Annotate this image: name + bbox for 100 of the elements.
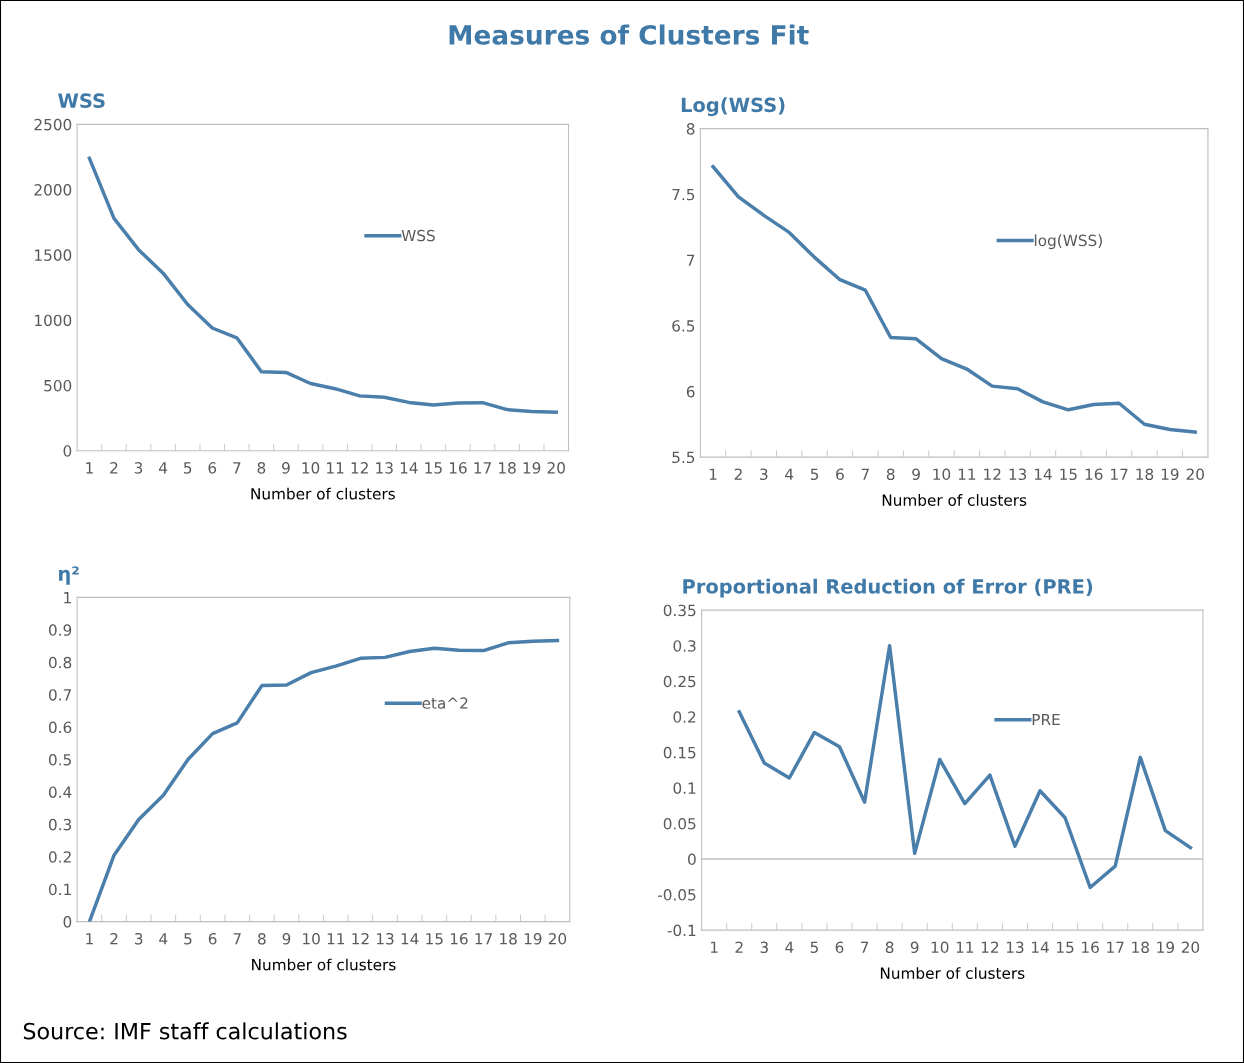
x-tick-label: 5 <box>810 468 819 481</box>
x-tick-label: 3 <box>135 933 143 945</box>
chart-title: Log(WSS) <box>681 97 785 117</box>
x-tick-label: 17 <box>1111 468 1128 480</box>
x-tick-label: 12 <box>351 462 368 474</box>
y-tick-label: -0.1 <box>667 924 696 937</box>
y-tick-label: 0.6 <box>48 721 72 734</box>
x-tick-label: 13 <box>376 462 393 474</box>
x-tick-label: 7 <box>861 468 869 480</box>
x-tick-label: 1 <box>710 941 718 953</box>
legend-label: log(WSS) <box>1034 234 1102 250</box>
y-tick-label: 0 <box>63 916 72 928</box>
y-tick-label: 5.5 <box>672 451 695 464</box>
legend-label: eta^2 <box>422 697 468 709</box>
x-tick-label: 14 <box>1031 941 1049 953</box>
y-tick-label: 0 <box>688 853 696 866</box>
x-tick-label: 7 <box>860 941 869 953</box>
x-tick-label: 18 <box>499 462 516 474</box>
x-tick-label: 1 <box>86 462 93 474</box>
x-axis-title: Number of clusters <box>882 494 1027 506</box>
x-tick-label: 5 <box>810 941 818 954</box>
x-tick-label: 11 <box>958 468 976 480</box>
x-axis-title: Number of clusters <box>880 967 1025 979</box>
x-tick-label: 11 <box>327 933 345 945</box>
y-tick-label: 500 <box>44 379 72 392</box>
line-series <box>737 643 1193 890</box>
x-tick-label: 17 <box>1107 941 1124 953</box>
x-tick-label: 19 <box>1161 468 1179 481</box>
x-tick-label: 16 <box>450 933 468 945</box>
line-series <box>87 156 558 414</box>
y-tick-label: 8 <box>686 123 695 135</box>
x-tick-label: 13 <box>1006 941 1024 954</box>
x-tick-label: 11 <box>327 462 344 474</box>
x-tick-label: 7 <box>233 933 241 945</box>
x-tick-label: 16 <box>1082 941 1099 954</box>
y-tick-label: 0 <box>63 445 72 457</box>
y-tick-label: 2500 <box>34 118 72 131</box>
x-tick-label: 14 <box>401 933 419 945</box>
x-tick-label: 6 <box>836 468 844 481</box>
x-tick-label: 8 <box>257 462 266 474</box>
x-tick-label: 1 <box>709 468 717 480</box>
text: Measures of Clusters Fit <box>449 24 809 45</box>
y-tick-label: 0.2 <box>48 851 71 863</box>
x-tick-label: 6 <box>835 941 844 954</box>
x-tick-label: 2 <box>110 933 118 945</box>
x-tick-label: 17 <box>475 933 492 945</box>
x-tick-label: 12 <box>352 933 369 945</box>
x-tick-label: 7 <box>233 462 241 474</box>
x-tick-label: 8 <box>258 933 266 945</box>
x-tick-label: 17 <box>474 462 491 474</box>
x-tick-label: 14 <box>1034 468 1052 480</box>
x-tick-label: 12 <box>984 468 1001 480</box>
x-tick-label: 4 <box>159 933 168 945</box>
y-tick-label: 0.3 <box>673 640 696 652</box>
y-tick-label: 1000 <box>35 314 72 327</box>
y-tick-label: 0.1 <box>673 782 696 794</box>
x-tick-label: 15 <box>425 462 442 474</box>
y-tick-label: 0.15 <box>663 746 696 759</box>
x-tick-label: 10 <box>933 468 951 481</box>
legend-label: PRE <box>1032 713 1060 726</box>
x-tick-label: 9 <box>912 468 920 481</box>
x-tick-label: 14 <box>400 462 418 474</box>
y-tick-label: 7.5 <box>672 188 695 201</box>
x-tick-label: 9 <box>910 941 919 954</box>
x-tick-label: 6 <box>208 933 217 945</box>
x-tick-label: 13 <box>1009 468 1027 481</box>
y-tick-label: 0.4 <box>48 786 72 798</box>
y-tick-label: 6 <box>686 385 695 398</box>
y-tick-label: 0.1 <box>48 883 71 896</box>
x-tick-label: 15 <box>1057 941 1074 954</box>
x-tick-label: 15 <box>426 933 443 945</box>
y-tick-label: 1500 <box>35 249 72 261</box>
legend-label: WSS <box>401 229 435 242</box>
line-series <box>87 638 560 922</box>
x-tick-label: 8 <box>886 468 895 481</box>
chart-title: Proportional Reduction of Error (PRE) <box>683 578 1093 598</box>
y-tick-label: 1 <box>64 592 71 604</box>
y-tick-label: 7 <box>687 254 695 266</box>
y-tick-label: 0.7 <box>48 689 71 701</box>
x-tick-label: 20 <box>548 933 567 945</box>
chart-title: WSS <box>58 93 105 108</box>
x-tick-label: 18 <box>1132 941 1149 954</box>
x-tick-label: 18 <box>500 933 517 945</box>
x-tick-label: 5 <box>184 462 192 474</box>
y-tick-label: 2000 <box>34 184 72 196</box>
x-tick-label: 13 <box>376 933 394 945</box>
x-tick-label: 12 <box>981 941 999 953</box>
y-tick-label: 0.05 <box>663 817 696 830</box>
x-tick-label: 1 <box>86 933 93 945</box>
x-tick-label: 10 <box>931 941 949 954</box>
x-tick-label: 15 <box>1060 468 1077 481</box>
x-tick-label: 18 <box>1136 468 1154 481</box>
y-tick-label: 0.35 <box>663 604 696 617</box>
x-tick-label: 20 <box>547 462 565 474</box>
y-tick-label: 0.2 <box>673 711 696 723</box>
x-tick-label: 3 <box>134 462 143 474</box>
x-tick-label: 11 <box>956 941 974 953</box>
y-tick-label: 0.8 <box>48 656 72 669</box>
y-tick-label: 0.25 <box>663 675 696 688</box>
x-axis-title: Number of clusters <box>252 958 396 971</box>
